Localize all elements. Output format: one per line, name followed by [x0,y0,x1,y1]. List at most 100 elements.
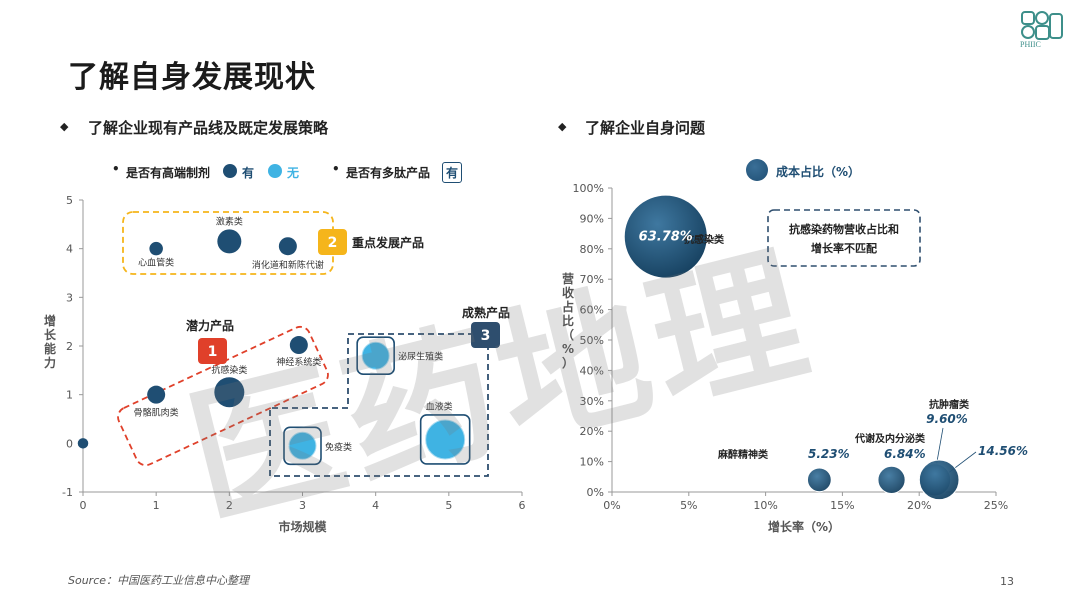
bubble [877,465,906,494]
x-tick-label: 10% [753,499,777,512]
legend-no-label: 无 [287,166,300,180]
bubble [623,194,708,279]
x-axis-title: 增长率（%） [768,519,840,534]
y-tick-label: 20% [580,425,604,438]
logo-text: PHIIC [1020,40,1041,49]
section-title-right: 了解企业自身问题 [585,119,706,137]
y-tick-label: 0 [66,437,73,450]
legend-yes-label: 有 [242,166,255,180]
bubble-label: 心血管类 [138,257,174,269]
x-tick-label: 3 [299,499,306,512]
annotation-line: 抗感染药物营收占比和 [789,222,899,236]
group-2-label: 重点发展产品 [352,235,424,250]
annotation-line: 增长率不匹配 [811,241,877,255]
legend-peptide-label: 是否有多肽产品 [346,166,431,180]
group-3-badge [471,322,500,348]
annotation-box [767,209,921,267]
bubble-value: 6.84% [884,447,926,461]
group-2-badge [318,229,347,255]
legend-bullet: • [112,162,120,176]
page-title: 了解自身发展现状 [68,60,316,95]
bubble [361,341,390,370]
bullet-diamond-icon: ◆ [60,120,69,133]
source-note: Source：中国医药工业信息中心整理 [68,574,250,587]
y-tick-label: 80% [580,243,604,256]
bubble [278,237,297,256]
bubble-value: 63.78% [639,230,693,245]
y-tick-label: 2 [66,340,73,353]
y-axis-title: 增长能力 [44,313,57,370]
legend-cost-label: 成本占比（%） [776,165,861,179]
bubble-value: 5.23% [808,447,850,461]
bubble [918,459,960,501]
portfolio-bubble-chart: 0 1 2 3 4 5 6 -1 0 1 2 3 4 5 市场规模 增长能力 1 潜力产品 2 重点发展产品 3 成熟产品… [44,194,526,534]
bubble [147,385,166,404]
bubble [217,229,242,254]
legend-cost-dot [746,159,768,181]
y-tick-label: 3 [66,291,73,304]
bubble [77,438,89,449]
bubble-label: 神经系统类 [276,356,321,368]
bubble [425,419,466,460]
bubble-label: 抗感染类 [684,233,724,246]
bubble-label: 麻醉精神类 [717,448,768,461]
x-tick-label: 25% [984,499,1008,512]
y-tick-label: 1 [66,389,73,402]
y-tick-label: -1 [62,486,73,499]
bubble-label: 消化道和新陈代谢 [252,259,324,271]
group-1-badge [198,338,227,364]
x-axis-title: 市场规模 [278,519,327,534]
group-3-number: 3 [481,328,491,344]
group-1-outline [117,325,329,467]
y-tick-label: 30% [580,395,604,408]
bubble-label: 抗肿瘤类 [929,398,969,411]
y-tick-label: 0% [587,486,604,499]
bubble-label: 血液类 [426,400,453,412]
x-tick-label: 1 [153,499,160,512]
y-tick-label: 70% [580,273,604,286]
bubble [214,377,245,408]
group-2-outline [122,211,334,275]
bubble-value: 14.56% [978,444,1028,458]
bubble [289,336,308,355]
bubble-label: 泌尿生殖类 [398,351,443,363]
legend-peptide-box: 有 [442,162,463,183]
y-tick-label: 100% [573,182,604,195]
group-2-number: 2 [328,235,338,251]
y-tick-label: 60% [580,304,604,317]
bubble-value: 9.60% [926,412,968,426]
x-tick-label: 15% [830,499,854,512]
legend-no-dot [268,164,282,178]
x-tick-label: 5 [445,499,452,512]
y-axis-title: 营收占比（%） [562,271,574,370]
x-tick-label: 20% [907,499,931,512]
page-number: 13 [1000,575,1014,588]
y-tick-label: 4 [66,243,73,256]
y-tick-label: 40% [580,364,604,377]
x-tick-label: 5% [680,499,697,512]
bubble-label: 激素类 [216,215,243,227]
y-tick-label: 5 [66,194,73,207]
y-tick-label: 10% [580,456,604,469]
group-3-label: 成熟产品 [462,305,510,320]
bubble-label: 代谢及内分泌类 [854,432,925,445]
group-1-label: 潜力产品 [186,318,234,333]
y-tick-label: 90% [580,212,604,225]
bullet-diamond-icon: ◆ [558,120,567,133]
legend-bullet: • [332,162,340,176]
x-tick-label: 4 [372,499,379,512]
legend-high-end-label: 是否有高端制剂 [126,166,211,180]
phiic-logo: PHIIC [1020,10,1066,50]
legend-yes-dot [223,164,237,178]
x-tick-label: 2 [226,499,233,512]
y-tick-label: 50% [580,334,604,347]
group-1-number: 1 [208,344,218,360]
bubble [288,431,317,460]
bubble-label: 免疫类 [325,441,352,453]
x-tick-label: 6 [519,499,526,512]
x-tick-label: 0% [603,499,620,512]
bubble [149,241,163,256]
section-title-left: 了解企业现有产品线及既定发展策略 [88,119,329,137]
bubble-label: 骨骼肌肉类 [134,407,179,419]
x-tick-label: 0 [80,499,87,512]
